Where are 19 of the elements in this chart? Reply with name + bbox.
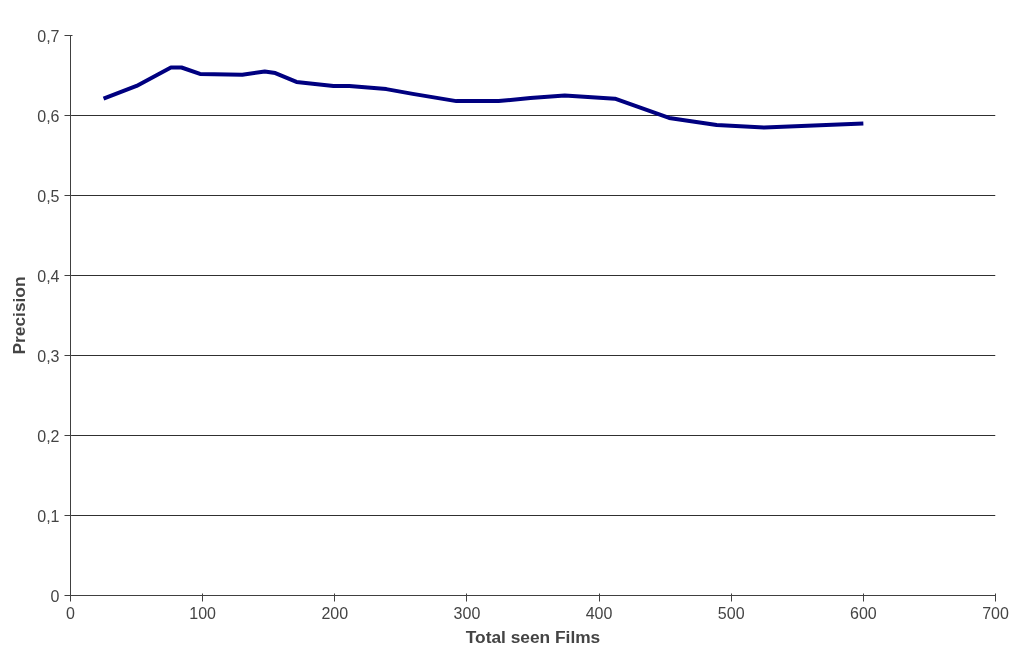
y-tick-label: 0 (50, 587, 60, 605)
y-tick-label: 0,7 (37, 27, 60, 45)
x-tick-label: 500 (717, 604, 745, 622)
x-tick-label: 300 (453, 604, 481, 622)
x-tick-label: 400 (585, 604, 613, 622)
x-axis-title: Total seen Films (465, 626, 601, 647)
x-tick-label: 200 (321, 604, 349, 622)
x-tick-label: 600 (850, 604, 877, 622)
y-tick-label: 0,2 (37, 427, 60, 445)
y-tick-label: 0,1 (37, 507, 60, 525)
x-tick-label: 0 (66, 604, 76, 622)
y-tick-label: 0,5 (37, 187, 60, 205)
y-axis-title: Precision (9, 276, 30, 355)
y-tick-label: 0,3 (37, 347, 60, 365)
y-tick-label: 0,6 (37, 107, 60, 125)
x-tick-label: 100 (189, 604, 217, 622)
y-tick-label: 0,4 (37, 267, 60, 285)
x-tick-label: 700 (982, 604, 1009, 622)
line-series (101, 65, 866, 130)
